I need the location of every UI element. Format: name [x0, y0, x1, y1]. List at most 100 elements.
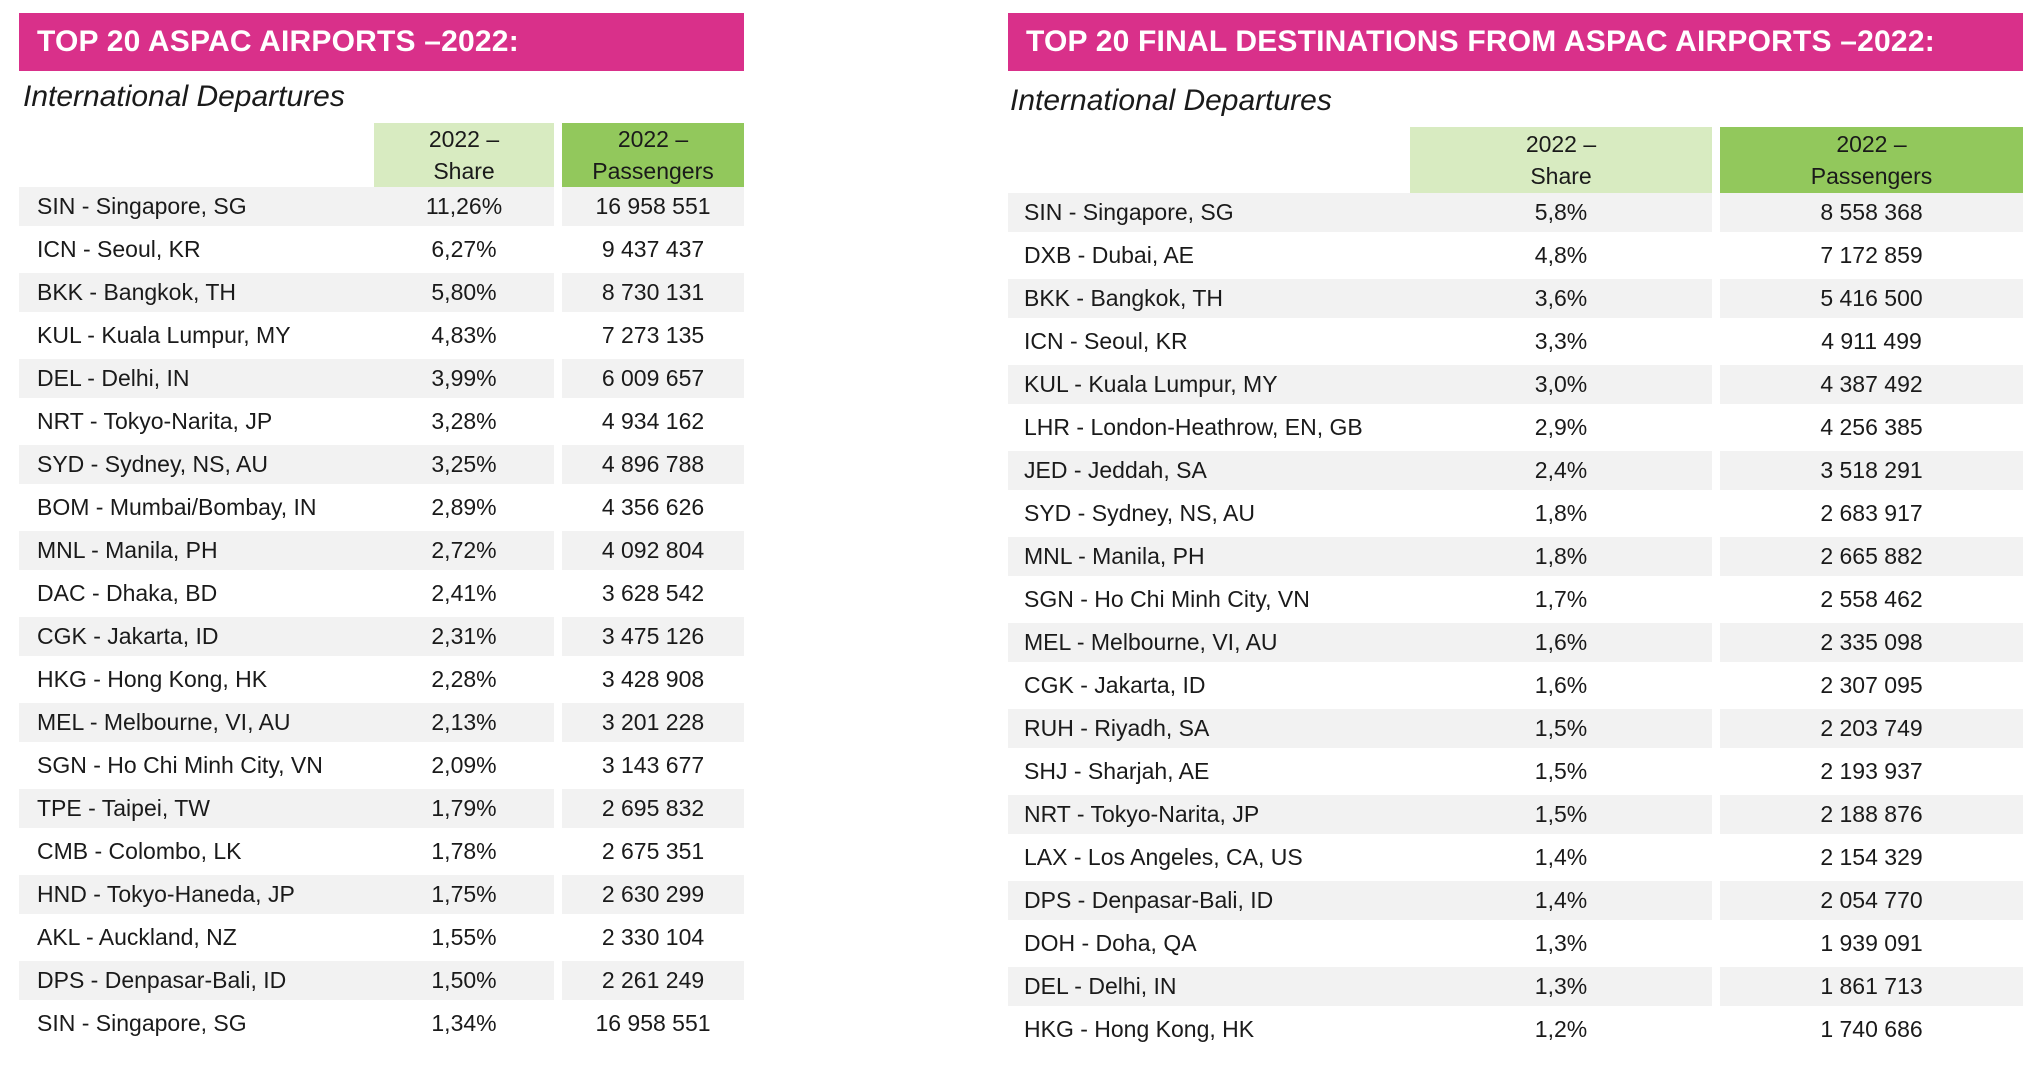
table-row: MNL - Manila, PH 1,8% 2 665 882 — [1008, 537, 2023, 580]
passengers-value: 8 730 131 — [562, 273, 744, 316]
share-value: 11,26% — [374, 187, 554, 230]
passengers-value: 16 958 551 — [562, 1004, 744, 1047]
table-row: HKG - Hong Kong, HK 2,28% 3 428 908 — [19, 660, 744, 703]
share-value: 2,41% — [374, 574, 554, 617]
passengers-value: 2 683 917 — [1720, 494, 2023, 537]
share-value: 1,6% — [1410, 666, 1712, 709]
passengers-value: 3 428 908 — [562, 660, 744, 703]
table-row: DOH - Doha, QA 1,3% 1 939 091 — [1008, 924, 2023, 967]
passengers-value: 16 958 551 — [562, 187, 744, 230]
airport-name: DXB - Dubai, AE — [1008, 236, 1410, 279]
share-value: 1,2% — [1410, 1010, 1712, 1053]
share-value: 1,3% — [1410, 924, 1712, 967]
passengers-value: 7 273 135 — [562, 316, 744, 359]
table-row: BKK - Bangkok, TH 5,80% 8 730 131 — [19, 273, 744, 316]
airport-name: SGN - Ho Chi Minh City, VN — [1008, 580, 1410, 623]
left-title: TOP 20 ASPAC AIRPORTS –2022: — [19, 13, 744, 71]
table-row: TPE - Taipei, TW 1,79% 2 695 832 — [19, 789, 744, 832]
share-value: 2,89% — [374, 488, 554, 531]
table-row: NRT - Tokyo-Narita, JP 3,28% 4 934 162 — [19, 402, 744, 445]
table-row: RUH - Riyadh, SA 1,5% 2 203 749 — [1008, 709, 2023, 752]
airport-name: DEL - Delhi, IN — [1008, 967, 1410, 1010]
airport-name: LAX - Los Angeles, CA, US — [1008, 838, 1410, 881]
passengers-value: 2 154 329 — [1720, 838, 2023, 881]
share-value: 1,78% — [374, 832, 554, 875]
passengers-value: 2 188 876 — [1720, 795, 2023, 838]
passengers-value: 3 518 291 — [1720, 451, 2023, 494]
table-row: KUL - Kuala Lumpur, MY 3,0% 4 387 492 — [1008, 365, 2023, 408]
table-row: ICN - Seoul, KR 3,3% 4 911 499 — [1008, 322, 2023, 365]
table-row: SIN - Singapore, SG 1,34% 16 958 551 — [19, 1004, 744, 1047]
share-value: 1,75% — [374, 875, 554, 918]
airport-name: SGN - Ho Chi Minh City, VN — [19, 746, 374, 789]
passengers-value: 5 416 500 — [1720, 279, 2023, 322]
share-value: 3,99% — [374, 359, 554, 402]
passengers-value: 4 896 788 — [562, 445, 744, 488]
left-header-share: 2022 – Share — [374, 123, 554, 187]
table-row: DAC - Dhaka, BD 2,41% 3 628 542 — [19, 574, 744, 617]
airport-name: DAC - Dhaka, BD — [19, 574, 374, 617]
share-value: 1,5% — [1410, 752, 1712, 795]
share-value: 3,0% — [1410, 365, 1712, 408]
table-row: DEL - Delhi, IN 3,99% 6 009 657 — [19, 359, 744, 402]
airport-name: CMB - Colombo, LK — [19, 832, 374, 875]
passengers-value: 2 307 095 — [1720, 666, 2023, 709]
share-value: 3,3% — [1410, 322, 1712, 365]
table-row: HKG - Hong Kong, HK 1,2% 1 740 686 — [1008, 1010, 2023, 1053]
right-header-blank — [1008, 127, 1410, 193]
table-row: HND - Tokyo-Haneda, JP 1,75% 2 630 299 — [19, 875, 744, 918]
airport-name: ICN - Seoul, KR — [19, 230, 374, 273]
airport-name: SHJ - Sharjah, AE — [1008, 752, 1410, 795]
passengers-value: 4 934 162 — [562, 402, 744, 445]
passengers-value: 2 665 882 — [1720, 537, 2023, 580]
passengers-value: 8 558 368 — [1720, 193, 2023, 236]
airport-name: HKG - Hong Kong, HK — [1008, 1010, 1410, 1053]
left-header-passengers: 2022 – Passengers — [562, 123, 744, 187]
share-value: 1,8% — [1410, 537, 1712, 580]
table-row: JED - Jeddah, SA 2,4% 3 518 291 — [1008, 451, 2023, 494]
airport-name: HKG - Hong Kong, HK — [19, 660, 374, 703]
table-row: SIN - Singapore, SG 11,26% 16 958 551 — [19, 187, 744, 230]
passengers-value: 6 009 657 — [562, 359, 744, 402]
table-row: DPS - Denpasar-Bali, ID 1,50% 2 261 249 — [19, 961, 744, 1004]
airport-name: RUH - Riyadh, SA — [1008, 709, 1410, 752]
passengers-value: 2 695 832 — [562, 789, 744, 832]
share-value: 4,83% — [374, 316, 554, 359]
airport-name: SIN - Singapore, SG — [19, 187, 374, 230]
passengers-value: 2 335 098 — [1720, 623, 2023, 666]
table-row: DEL - Delhi, IN 1,3% 1 861 713 — [1008, 967, 2023, 1010]
passengers-value: 7 172 859 — [1720, 236, 2023, 279]
airport-name: AKL - Auckland, NZ — [19, 918, 374, 961]
share-value: 1,5% — [1410, 709, 1712, 752]
airport-name: MNL - Manila, PH — [1008, 537, 1410, 580]
airport-name: LHR - London-Heathrow, EN, GB — [1008, 408, 1410, 451]
airport-name: SYD - Sydney, NS, AU — [1008, 494, 1410, 537]
share-value: 5,8% — [1410, 193, 1712, 236]
passengers-value: 3 201 228 — [562, 703, 744, 746]
share-value: 2,31% — [374, 617, 554, 660]
table-row: NRT - Tokyo-Narita, JP 1,5% 2 188 876 — [1008, 795, 2023, 838]
airport-name: SIN - Singapore, SG — [19, 1004, 374, 1047]
airport-name: SIN - Singapore, SG — [1008, 193, 1410, 236]
table-row: MEL - Melbourne, VI, AU 2,13% 3 201 228 — [19, 703, 744, 746]
airport-name: DEL - Delhi, IN — [19, 359, 374, 402]
left-panel: TOP 20 ASPAC AIRPORTS –2022: Internation… — [19, 13, 744, 1047]
passengers-value: 2 330 104 — [562, 918, 744, 961]
table-row: SGN - Ho Chi Minh City, VN 2,09% 3 143 677 — [19, 746, 744, 789]
table-row: BOM - Mumbai/Bombay, IN 2,89% 4 356 626 — [19, 488, 744, 531]
share-value: 1,7% — [1410, 580, 1712, 623]
passengers-value: 2 558 462 — [1720, 580, 2023, 623]
airport-name: SYD - Sydney, NS, AU — [19, 445, 374, 488]
airport-name: DPS - Denpasar-Bali, ID — [19, 961, 374, 1004]
passengers-value: 3 628 542 — [562, 574, 744, 617]
right-header-share: 2022 – Share — [1410, 127, 1712, 193]
table-row: LHR - London-Heathrow, EN, GB 2,9% 4 256 3… — [1008, 408, 2023, 451]
passengers-value: 1 740 686 — [1720, 1010, 2023, 1053]
airport-name: DOH - Doha, QA — [1008, 924, 1410, 967]
passengers-value: 1 861 713 — [1720, 967, 2023, 1010]
left-header-row: 2022 – Share 2022 – Passengers — [19, 123, 744, 187]
table-row: MNL - Manila, PH 2,72% 4 092 804 — [19, 531, 744, 574]
airport-name: KUL - Kuala Lumpur, MY — [1008, 365, 1410, 408]
table-row: SIN - Singapore, SG 5,8% 8 558 368 — [1008, 193, 2023, 236]
left-table-body: SIN - Singapore, SG 11,26% 16 958 551 ICN -… — [19, 187, 744, 1047]
